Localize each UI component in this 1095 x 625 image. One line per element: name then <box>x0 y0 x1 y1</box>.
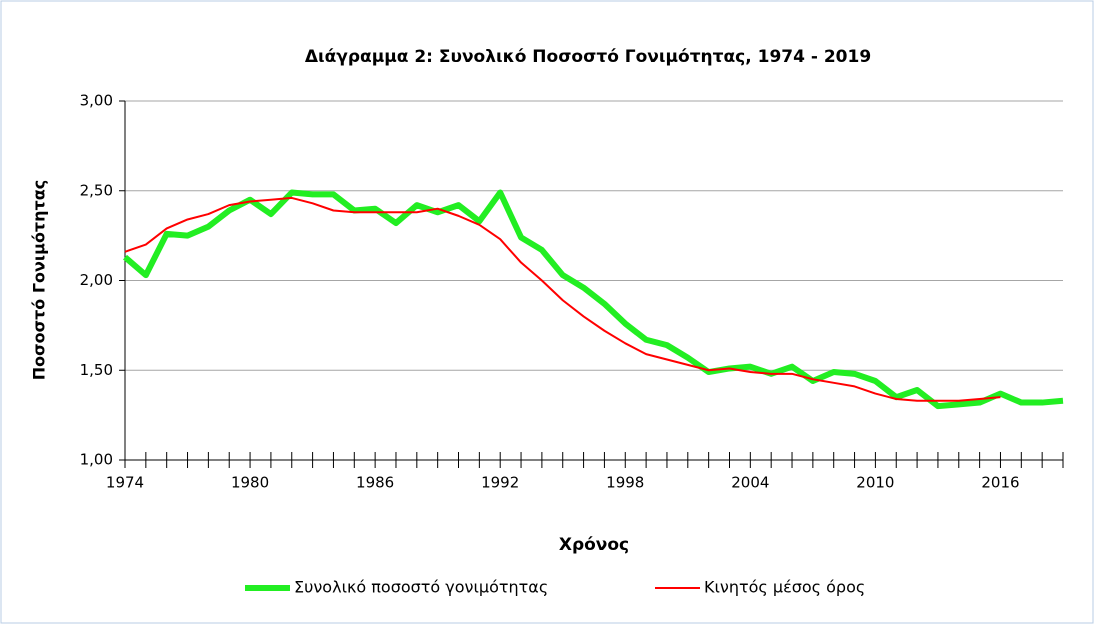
series-line <box>123 189 1064 410</box>
x-tick-label: 2010 <box>856 474 894 492</box>
y-tick-label: 3,00 <box>80 92 113 110</box>
x-tick-label: 1986 <box>356 474 394 492</box>
x-tick-label: 1974 <box>106 474 144 492</box>
y-tick-label: 2,50 <box>80 181 113 199</box>
x-tick-label: 2016 <box>981 474 1019 492</box>
x-axis-label: Χρόνος <box>559 535 629 555</box>
y-tick-label: 2,00 <box>80 271 113 289</box>
x-tick-label: 2004 <box>731 474 769 492</box>
y-tick-label: 1,00 <box>80 451 113 469</box>
legend-label: Κινητός μέσος όρος <box>704 578 865 597</box>
y-axis-label: Ποσοστό Γονιμότητας <box>30 180 49 380</box>
y-tick-label: 1,50 <box>80 361 113 379</box>
legend-label: Συνολικό ποσοστό γονιμότητας <box>294 578 548 597</box>
series-line <box>124 196 1001 402</box>
chart-title: Διάγραμμα 2: Συνολικό Ποσοστό Γονιμότητα… <box>305 47 871 67</box>
x-tick-label: 1980 <box>231 474 269 492</box>
x-tick-label: 1998 <box>606 474 644 492</box>
x-tick-label: 1992 <box>481 474 519 492</box>
